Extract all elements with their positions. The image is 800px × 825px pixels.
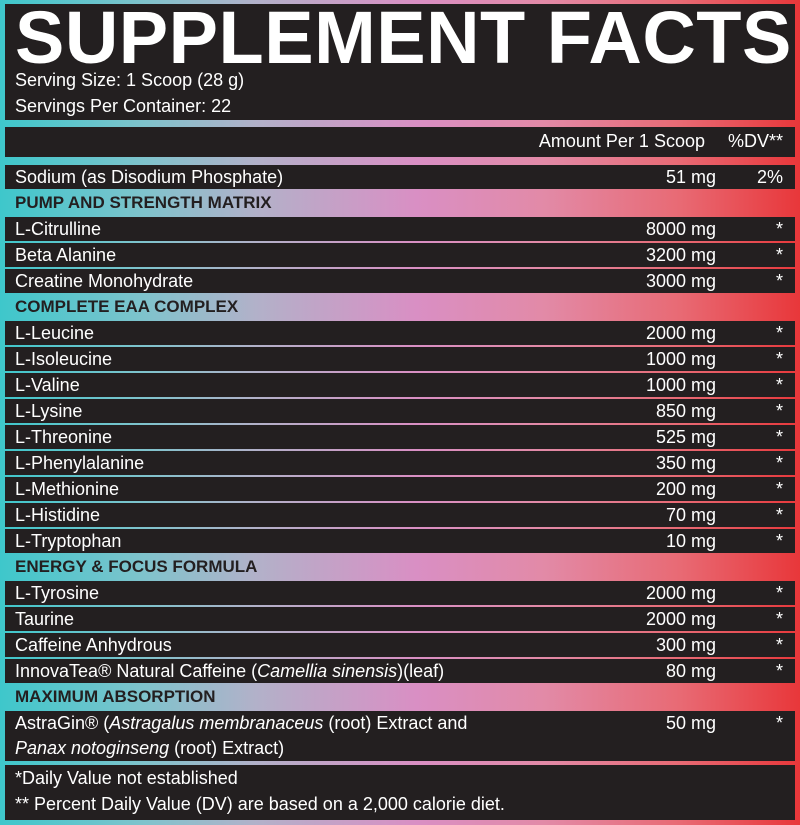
ingredient-amount: 2000 mg <box>645 609 716 629</box>
ingredient-amount: 1000 mg <box>645 349 716 369</box>
ingredient-row: Caffeine Anhydrous 300 mg * <box>5 633 795 657</box>
ingredient-dv: * <box>775 453 783 473</box>
ingredient-name: InnovaTea® Natural Caffeine (Camellia si… <box>15 661 445 681</box>
ingredient-amount: 200 mg <box>655 479 716 499</box>
ingredient-row: L-Isoleucine 1000 mg * <box>5 347 795 371</box>
title-panel: SUPPLEMENT FACTS Serving Size: 1 Scoop (… <box>5 0 795 120</box>
ingredient-row: Taurine 2000 mg * <box>5 607 795 631</box>
ingredient-amount: 350 mg <box>655 453 716 473</box>
section-header: ENERGY & FOCUS FORMULA <box>15 557 258 576</box>
section-header: PUMP AND STRENGTH MATRIX <box>15 193 272 212</box>
ingredient-dv: * <box>775 609 783 629</box>
ingredient-amount: 1000 mg <box>645 375 716 395</box>
amount-header: Amount Per 1 Scoop <box>538 131 705 151</box>
ingredient-row: L-Tryptophan 10 mg * <box>5 529 795 553</box>
ingredient-dv: * <box>775 375 783 395</box>
ingredient-row: Sodium (as Disodium Phosphate) 51 mg 2% <box>5 165 795 189</box>
ingredient-name: L-Leucine <box>15 323 95 343</box>
column-header: Amount Per 1 Scoop %DV** <box>5 127 795 157</box>
ingredient-dv: * <box>775 505 783 525</box>
footnote-percent-dv: ** Percent Daily Value (DV) are based on… <box>15 794 505 814</box>
ingredient-list: Sodium (as Disodium Phosphate) 51 mg 2% PUM… <box>5 165 795 763</box>
ingredient-dv: * <box>775 245 783 265</box>
ingredient-dv: 2% <box>756 167 783 187</box>
ingredient-dv: * <box>775 271 783 291</box>
ingredient-name: AstraGin® (Astragalus membranaceus (root… <box>15 713 468 758</box>
section-header: COMPLETE EAA COMPLEX <box>15 297 239 316</box>
ingredient-amount: 8000 mg <box>645 219 716 239</box>
ingredient-dv: * <box>775 323 783 343</box>
ingredient-dv: * <box>775 219 783 239</box>
footnote-dv-not-established: *Daily Value not established <box>15 768 238 788</box>
ingredient-dv: * <box>775 349 783 369</box>
ingredient-name: L-Tryptophan <box>15 531 122 551</box>
ingredient-amount: 51 mg <box>665 167 716 187</box>
ingredient-dv: * <box>775 661 783 681</box>
ingredient-row: L-Phenylalanine 350 mg * <box>5 451 795 475</box>
ingredient-name: Beta Alanine <box>15 245 117 265</box>
ingredient-dv: * <box>775 531 783 551</box>
ingredient-dv: * <box>775 635 783 655</box>
ingredient-row: Beta Alanine 3200 mg * <box>5 243 795 267</box>
dv-header: %DV** <box>727 131 783 151</box>
ingredient-name: Creatine Monohydrate <box>15 271 194 291</box>
ingredient-name: L-Methionine <box>15 479 120 499</box>
ingredient-name: L-Threonine <box>15 427 113 447</box>
ingredient-row: Creatine Monohydrate 3000 mg * <box>5 269 795 293</box>
ingredient-amount: 2000 mg <box>645 583 716 603</box>
ingredient-amount: 50 mg <box>665 713 716 733</box>
servings-per-container: Servings Per Container: 22 <box>15 96 232 116</box>
ingredient-name: Sodium (as Disodium Phosphate) <box>15 167 284 187</box>
ingredient-amount: 10 mg <box>665 531 716 551</box>
ingredient-row: InnovaTea® Natural Caffeine (Camellia si… <box>5 659 795 683</box>
ingredient-name: L-Phenylalanine <box>15 453 145 473</box>
ingredient-amount: 80 mg <box>665 661 716 681</box>
ingredient-name: L-Valine <box>15 375 80 395</box>
ingredient-amount: 70 mg <box>665 505 716 525</box>
ingredient-row: L-Histidine 70 mg * <box>5 503 795 527</box>
ingredient-dv: * <box>775 583 783 603</box>
ingredient-name: L-Histidine <box>15 505 101 525</box>
ingredient-amount: 300 mg <box>655 635 716 655</box>
ingredient-row: AstraGin® (Astragalus membranaceus (root… <box>5 711 795 761</box>
ingredient-row: L-Leucine 2000 mg * <box>5 321 795 345</box>
ingredient-dv: * <box>775 427 783 447</box>
ingredient-name: L-Lysine <box>15 401 83 421</box>
ingredient-amount: 850 mg <box>655 401 716 421</box>
ingredient-row: L-Lysine 850 mg * <box>5 399 795 423</box>
ingredient-name: L-Citrulline <box>15 219 102 239</box>
ingredient-dv: * <box>775 479 783 499</box>
ingredient-amount: 3000 mg <box>645 271 716 291</box>
label-title: SUPPLEMENT FACTS <box>15 0 792 79</box>
ingredient-name: L-Isoleucine <box>15 349 113 369</box>
ingredient-dv: * <box>775 401 783 421</box>
ingredient-name: Taurine <box>15 609 75 629</box>
footnotes: *Daily Value not established ** Percent … <box>5 765 795 820</box>
ingredient-amount: 525 mg <box>655 427 716 447</box>
ingredient-row: L-Threonine 525 mg * <box>5 425 795 449</box>
ingredient-amount: 3200 mg <box>645 245 716 265</box>
ingredient-row: L-Citrulline 8000 mg * <box>5 217 795 241</box>
ingredient-row: L-Methionine 200 mg * <box>5 477 795 501</box>
ingredient-dv: * <box>775 713 783 733</box>
section-header: MAXIMUM ABSORPTION <box>15 687 216 706</box>
serving-size: Serving Size: 1 Scoop (28 g) <box>15 70 245 90</box>
ingredient-row: L-Tyrosine 2000 mg * <box>5 581 795 605</box>
ingredient-name: L-Tyrosine <box>15 583 100 603</box>
ingredient-row: L-Valine 1000 mg * <box>5 373 795 397</box>
ingredient-amount: 2000 mg <box>645 323 716 343</box>
ingredient-name: Caffeine Anhydrous <box>15 635 172 655</box>
